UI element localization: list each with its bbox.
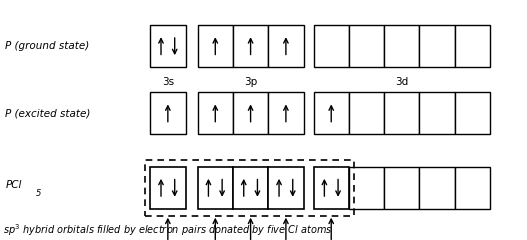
Bar	[233, 25, 268, 67]
Bar	[198, 25, 233, 67]
Bar	[349, 92, 384, 134]
Text: 3s: 3s	[162, 77, 174, 87]
Bar	[314, 92, 349, 134]
Bar	[455, 167, 490, 209]
Text: P (excited state): P (excited state)	[5, 108, 91, 118]
Bar	[198, 92, 233, 134]
Bar	[419, 25, 455, 67]
Bar	[150, 92, 186, 134]
Bar	[268, 25, 304, 67]
Bar	[419, 167, 455, 209]
Bar	[419, 92, 455, 134]
Text: 3d: 3d	[395, 77, 408, 87]
Bar	[268, 167, 304, 209]
Bar	[384, 25, 419, 67]
Bar	[198, 167, 233, 209]
Bar	[349, 25, 384, 67]
Bar	[314, 25, 349, 67]
Bar	[384, 92, 419, 134]
Bar	[455, 92, 490, 134]
Bar	[314, 167, 349, 209]
Text: $sp^3$ hybrid orbitals filled by electron pairs donated by five Cl atoms: $sp^3$ hybrid orbitals filled by electro…	[3, 222, 332, 238]
Bar	[145, 160, 354, 216]
Text: PCl: PCl	[5, 180, 22, 190]
Bar	[349, 167, 384, 209]
Bar	[150, 25, 186, 67]
Text: 3p: 3p	[244, 77, 257, 87]
Bar	[268, 92, 304, 134]
Bar	[233, 92, 268, 134]
Text: 5: 5	[36, 189, 41, 198]
Bar	[384, 167, 419, 209]
Bar	[233, 167, 268, 209]
Bar	[150, 167, 186, 209]
Text: P (ground state): P (ground state)	[5, 41, 90, 51]
Bar	[455, 25, 490, 67]
